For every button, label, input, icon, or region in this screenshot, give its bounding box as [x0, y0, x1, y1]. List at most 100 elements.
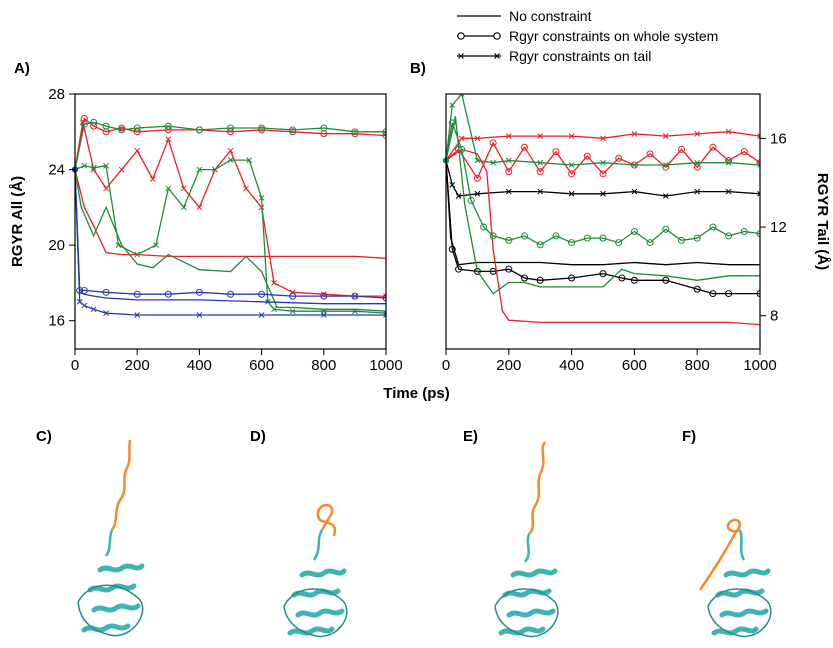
data-point-cross [271, 280, 277, 286]
data-point-cross [81, 302, 88, 309]
data-point-cross [662, 193, 669, 199]
data-point-circle [756, 159, 760, 167]
series-line-black-circle [446, 160, 760, 295]
data-point-cross [757, 133, 760, 139]
data-point-cross [76, 298, 83, 305]
data-point-circle [678, 236, 685, 244]
data-point-cross [196, 166, 203, 173]
tail-strand [316, 503, 337, 537]
data-point-cross [694, 131, 701, 137]
data-point-circle [536, 168, 544, 176]
series-group [446, 94, 760, 326]
x-tick-label: 200 [496, 357, 521, 374]
data-point-circle [458, 145, 466, 153]
data-point-cross [631, 188, 638, 195]
data-point-circle [709, 290, 717, 298]
data-point-cross [165, 136, 172, 143]
data-point-cross [568, 190, 575, 197]
data-point-circle [505, 168, 513, 176]
data-point-cross [103, 162, 109, 169]
data-point-circle [709, 143, 717, 151]
data-point-circle [289, 126, 297, 134]
data-point-circle [630, 276, 638, 284]
y-tick-label: 8 [770, 308, 778, 325]
data-point-cross [600, 190, 606, 197]
data-point-cross [227, 157, 234, 163]
data-point-cross [243, 185, 249, 192]
panel-label-a: A) [14, 60, 30, 77]
protein-loops [707, 588, 772, 638]
series-line-red-circle [446, 141, 760, 180]
linker-strand [523, 533, 531, 563]
legend-item-tail: Rgyr constraints on tail [455, 46, 718, 66]
data-point-cross [662, 133, 669, 139]
data-point-circle [489, 139, 497, 147]
protein-loops [283, 588, 348, 638]
x-axis-label: Time (ps) [383, 385, 450, 402]
data-point-circle [709, 223, 717, 231]
data-point-cross [149, 176, 156, 182]
series-line-green-none [75, 169, 386, 312]
data-point-circle [521, 232, 528, 240]
data-point-circle [756, 290, 760, 298]
data-point-circle [568, 239, 576, 247]
data-point-circle [568, 170, 576, 178]
x-tick-label: 400 [187, 357, 212, 374]
data-point-circle [227, 124, 234, 132]
data-point-circle [521, 143, 528, 151]
data-point-cross [115, 242, 122, 248]
data-point-circle [382, 128, 386, 136]
data-point-circle [467, 196, 475, 204]
data-point-circle [583, 234, 591, 242]
protein-loops [494, 588, 559, 638]
data-point-circle [118, 126, 126, 134]
legend-label: Rgyr constraints on whole system [509, 28, 719, 44]
series-line-green-cross [446, 94, 760, 166]
data-point-cross [258, 312, 265, 318]
chart-panel-a: 0 200 400 600 800 1000 16 20 24 28 RGYR All (Å) [9, 86, 403, 374]
series-line-green-none [446, 116, 760, 295]
data-point-cross [505, 133, 512, 139]
legend-label: Rgyr constraints on tail [509, 48, 652, 64]
data-point-circle [552, 232, 560, 240]
data-point-cross [600, 135, 606, 142]
data-point-circle [164, 290, 172, 298]
data-point-cross [134, 251, 141, 258]
y-tick-label: 28 [48, 86, 65, 103]
data-point-circle [693, 285, 701, 293]
data-point-cross [134, 312, 141, 318]
plot-frame [74, 93, 387, 350]
legend-line-swatch [457, 15, 501, 17]
data-point-circle [195, 288, 203, 296]
data-point-cross [757, 190, 760, 197]
data-point-cross [383, 312, 386, 318]
y-tick-label: 20 [48, 237, 65, 254]
data-point-cross [81, 162, 88, 169]
tail-strand [110, 439, 132, 531]
data-point-cross [153, 242, 159, 248]
data-point-circle [552, 148, 560, 156]
data-point-circle [90, 122, 98, 130]
data-point-circle [646, 150, 654, 158]
linker-strand [738, 529, 746, 561]
data-point-cross [490, 159, 496, 166]
y-tick-label: 16 [770, 130, 787, 147]
legend-item-no-constraint: No constraint [455, 6, 718, 26]
data-point-cross [458, 94, 465, 97]
data-point-circle [521, 274, 528, 282]
series-line-red-cross [446, 131, 760, 161]
data-point-cross [134, 147, 141, 154]
series-line-green-cross [75, 159, 386, 314]
data-point-circle [227, 128, 234, 136]
legend-label: No constraint [509, 8, 592, 24]
data-point-circle [725, 157, 733, 165]
data-point-cross [227, 147, 234, 154]
data-point-circle [505, 265, 513, 273]
data-point-circle [489, 232, 497, 240]
panel-label-b: B) [410, 60, 426, 77]
data-point-circle [473, 174, 481, 182]
data-point-cross [725, 128, 732, 135]
data-point-circle [320, 124, 328, 132]
data-point-circle [630, 227, 638, 235]
x-tick-label: 800 [685, 357, 710, 374]
